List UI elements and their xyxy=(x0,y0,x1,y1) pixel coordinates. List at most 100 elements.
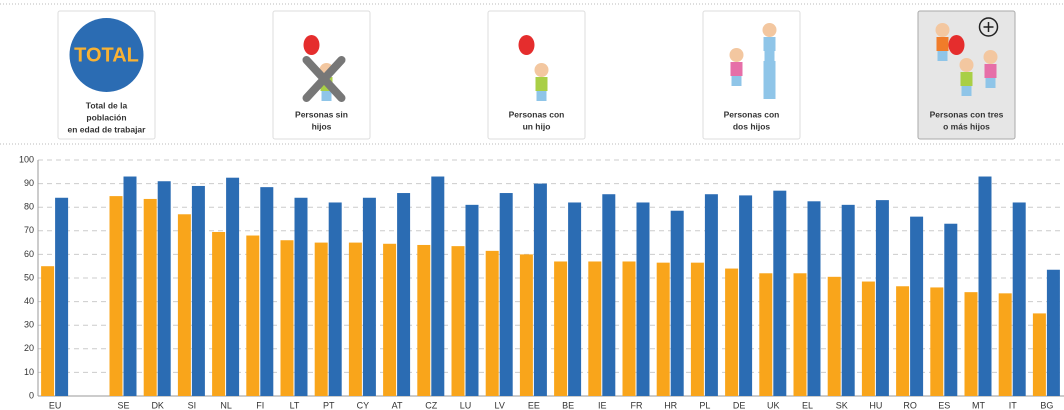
icon-body xyxy=(936,37,949,51)
bar xyxy=(294,197,308,396)
bar xyxy=(123,176,137,396)
bar xyxy=(588,261,602,396)
bar xyxy=(485,250,499,396)
bar xyxy=(328,202,342,396)
bar xyxy=(226,177,240,396)
x-tick-label: EE xyxy=(528,400,540,410)
plus-icon xyxy=(978,17,999,37)
bar xyxy=(656,262,670,396)
x-tick-label: HU xyxy=(869,400,882,410)
bar xyxy=(636,202,650,396)
x-tick-label: CZ xyxy=(425,400,437,410)
x-tick-label: MT xyxy=(972,400,985,410)
icon-legs xyxy=(536,91,547,101)
icon-head xyxy=(762,23,777,37)
bar xyxy=(875,200,889,396)
button-label: Total de la xyxy=(86,100,128,110)
bar xyxy=(1032,313,1046,396)
filter-button[interactable]: Personas con tres o más hijos xyxy=(917,10,1016,140)
icon-head xyxy=(534,63,549,77)
badge-text: TOTAL xyxy=(74,44,139,66)
filter-button[interactable]: Personas con un hijo xyxy=(487,10,586,140)
x-tick-label: BE xyxy=(562,400,574,410)
x-tick-label: SI xyxy=(188,400,197,410)
button-label: dos hijos xyxy=(733,121,771,131)
bar xyxy=(841,204,855,396)
bar xyxy=(793,273,807,396)
y-tick-label: 100 xyxy=(19,154,34,164)
button-label: hijos xyxy=(312,121,332,131)
y-tick-label: 70 xyxy=(24,225,34,235)
bar xyxy=(964,292,978,396)
x-tick-label: EU xyxy=(49,400,62,410)
bar xyxy=(280,240,294,396)
bar xyxy=(519,254,533,396)
bar xyxy=(451,246,465,396)
y-tick-label: 80 xyxy=(24,202,34,212)
icon-legs xyxy=(937,51,948,61)
icon-body xyxy=(535,77,548,91)
x-tick-label: RO xyxy=(903,400,917,410)
y-tick-label: 90 xyxy=(24,178,34,188)
x-tick-label: LU xyxy=(460,400,472,410)
bar xyxy=(978,176,992,396)
x-tick-label: HR xyxy=(664,400,677,410)
bar xyxy=(109,196,123,396)
x-tick-label: CY xyxy=(357,400,370,410)
icon-body xyxy=(763,37,776,51)
bar xyxy=(212,231,226,396)
bar xyxy=(759,273,773,396)
button-label: población xyxy=(86,112,126,122)
icon-legs xyxy=(321,91,332,101)
bar xyxy=(1012,202,1026,396)
bar xyxy=(773,190,787,396)
icon-head xyxy=(935,23,950,37)
icon-balloon xyxy=(303,35,320,55)
bar xyxy=(431,176,445,396)
filter-button[interactable]: Personas con dos hijos xyxy=(702,10,801,140)
y-tick-label: 60 xyxy=(24,249,34,259)
bar xyxy=(622,261,636,396)
filter-button[interactable]: TOTAL Total de la población en edad de trab… xyxy=(57,10,156,140)
button-card xyxy=(487,10,586,140)
icon-balloon xyxy=(518,35,535,55)
bar xyxy=(554,261,568,396)
icon-head xyxy=(983,50,998,64)
bar xyxy=(670,210,684,396)
x-tick-label: BG xyxy=(1040,400,1053,410)
bar xyxy=(417,244,431,396)
y-tick-label: 10 xyxy=(24,367,34,377)
icon-head xyxy=(729,48,744,62)
bar xyxy=(348,242,362,396)
bar xyxy=(157,181,171,396)
x-tick-label: SK xyxy=(836,400,848,410)
icon-legs xyxy=(764,51,775,61)
y-tick-label: 30 xyxy=(24,320,34,330)
y-tick-label: 40 xyxy=(24,296,34,306)
bar xyxy=(910,216,924,396)
bar xyxy=(725,268,739,396)
button-label: Personas con tres xyxy=(930,109,1004,119)
plus-icon xyxy=(983,22,994,32)
bar xyxy=(143,198,157,396)
bar xyxy=(568,202,582,396)
filter-button[interactable]: Personas sin hijos xyxy=(272,10,371,140)
icon-body xyxy=(984,64,997,78)
bar xyxy=(896,286,910,396)
x-tick-label: IT xyxy=(1009,400,1018,410)
x-tick-label: FR xyxy=(631,400,643,410)
bar xyxy=(465,204,479,396)
bar xyxy=(944,223,958,396)
button-label: o más hijos xyxy=(943,121,990,131)
bar xyxy=(177,214,191,396)
button-label: Personas sin xyxy=(295,109,348,119)
bar xyxy=(314,242,328,396)
icon-legs xyxy=(985,78,996,88)
icon-body xyxy=(730,62,743,76)
bar xyxy=(191,185,205,396)
bar xyxy=(739,195,753,396)
x-tick-label: IE xyxy=(598,400,607,410)
x-tick-label: PT xyxy=(323,400,335,410)
bar xyxy=(827,276,841,396)
